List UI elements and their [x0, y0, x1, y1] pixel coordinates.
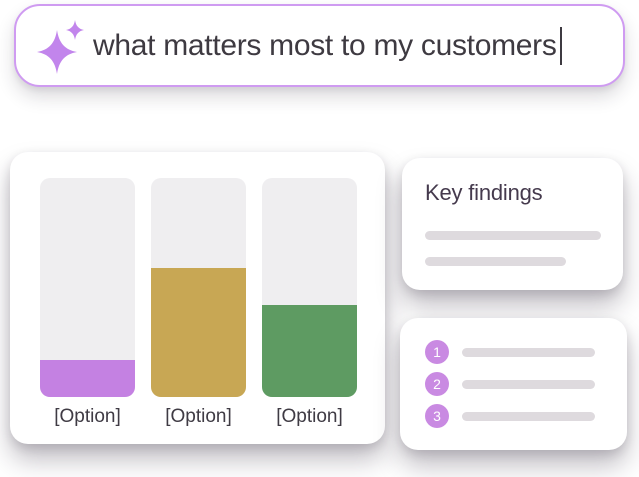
placeholder-line: [462, 379, 595, 389]
bar-label: [Option]: [165, 406, 232, 427]
bar-track: [151, 178, 246, 397]
placeholder-line: [462, 411, 595, 421]
key-findings-card: Key findings: [402, 158, 623, 290]
bar-option-2[interactable]: [Option]: [151, 178, 246, 428]
list-item: 2: [425, 372, 627, 396]
text-cursor: [559, 26, 562, 65]
number-badge: 2: [425, 372, 449, 396]
list-item: 1: [425, 340, 627, 364]
bar-option-1[interactable]: [Option]: [40, 178, 135, 428]
bar-track: [40, 178, 135, 397]
list-item: 3: [425, 404, 627, 428]
bar-fill: [40, 359, 135, 397]
placeholder-line: [425, 231, 601, 240]
bar-option-3[interactable]: [Option]: [262, 178, 357, 428]
bar-label: [Option]: [276, 406, 343, 427]
placeholder-line: [462, 347, 595, 357]
bar-fill: [262, 305, 357, 397]
key-findings-title: Key findings: [425, 180, 543, 205]
number-badge: 3: [425, 404, 449, 428]
bar-chart: [Option] [Option] [Option]: [40, 178, 357, 428]
numbered-list-card: 1 2 3: [400, 318, 627, 450]
bar-track: [262, 178, 357, 397]
placeholder-line: [425, 257, 566, 266]
options-chart-card: [Option] [Option] [Option]: [10, 152, 385, 444]
ai-prompt-input[interactable]: what matters most to my customers: [14, 4, 625, 87]
bar-label: [Option]: [54, 406, 121, 427]
sparkle-icon: [37, 19, 84, 74]
number-badge: 1: [425, 340, 449, 364]
prompt-query-text: what matters most to my customers: [93, 28, 557, 62]
bar-fill: [151, 267, 246, 397]
